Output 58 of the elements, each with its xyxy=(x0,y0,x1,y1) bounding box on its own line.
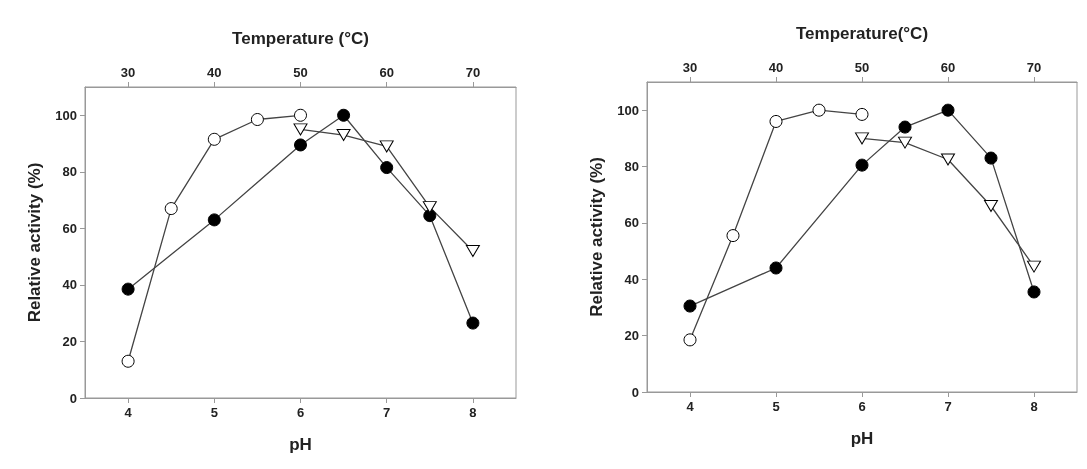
y-tick-label: 0 xyxy=(631,384,639,400)
x-tick-label: 6 xyxy=(858,399,866,414)
x2-tick-label: 50 xyxy=(293,65,308,80)
point xyxy=(294,108,307,122)
x-tick-label: 7 xyxy=(383,405,391,420)
y-tick-label: 20 xyxy=(62,333,77,349)
point xyxy=(121,354,135,368)
point xyxy=(164,202,178,216)
point xyxy=(855,107,869,121)
x-tick-label: 5 xyxy=(210,405,218,420)
x2-tick-label: 40 xyxy=(207,65,222,80)
point xyxy=(336,129,351,142)
point xyxy=(1027,260,1041,273)
y-tick-label: 20 xyxy=(624,328,639,344)
x2-axis-title: Temperature (°C) xyxy=(232,29,369,48)
y-axis-title: Relative activity (%) xyxy=(587,157,606,317)
y-tick-label: 0 xyxy=(69,390,77,406)
point xyxy=(941,153,955,166)
y-tick-label: 80 xyxy=(624,159,639,175)
y-tick-label: 60 xyxy=(62,220,77,236)
point xyxy=(726,229,740,243)
x-tick-label: 4 xyxy=(686,399,695,414)
x2-axis-title: Temperature(°C) xyxy=(795,24,929,43)
x2-tick-label: 60 xyxy=(379,65,394,80)
y-tick-label: 40 xyxy=(62,277,77,293)
x2-tick-label: 70 xyxy=(1026,60,1042,75)
point xyxy=(293,123,308,136)
x-tick-label: 4 xyxy=(124,405,133,420)
x-tick-label: 7 xyxy=(944,399,952,414)
x-axis-title: pH xyxy=(850,429,874,448)
x2-tick-label: 50 xyxy=(854,60,870,75)
x2-tick-label: 30 xyxy=(682,60,698,75)
point xyxy=(812,103,826,117)
x-tick-label: 8 xyxy=(469,405,477,420)
x-axis-title: pH xyxy=(289,435,312,454)
point xyxy=(683,333,697,347)
x-tick-label: 8 xyxy=(1030,399,1038,414)
x2-tick-label: 30 xyxy=(120,65,136,80)
x-tick-label: 5 xyxy=(772,399,780,414)
y-tick-label: 100 xyxy=(55,107,77,123)
point xyxy=(250,113,264,127)
y-tick-label: 80 xyxy=(62,164,77,180)
x2-tick-label: 40 xyxy=(768,60,784,75)
point xyxy=(422,201,437,214)
y-tick-label: 40 xyxy=(624,271,639,287)
point xyxy=(769,114,783,128)
x2-tick-label: 70 xyxy=(465,65,481,80)
point xyxy=(207,132,221,146)
point xyxy=(984,200,998,212)
point xyxy=(465,244,480,257)
x-tick-label: 6 xyxy=(296,405,305,420)
point xyxy=(855,132,869,145)
x2-tick-label: 60 xyxy=(940,60,956,75)
y-tick-label: 100 xyxy=(617,102,639,118)
y-axis-title: Relative activity (%) xyxy=(25,162,44,323)
point xyxy=(898,136,912,149)
y-tick-label: 60 xyxy=(624,215,639,231)
point xyxy=(379,140,394,153)
